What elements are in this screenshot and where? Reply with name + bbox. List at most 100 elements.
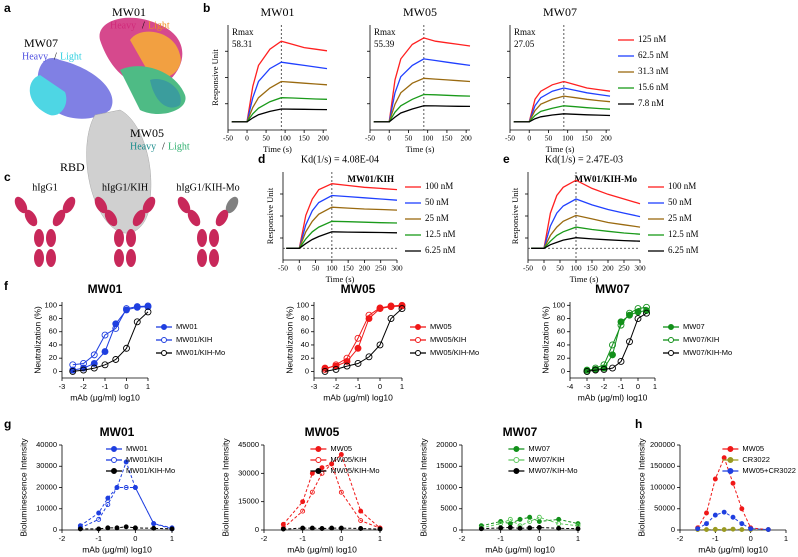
data-point <box>609 364 616 372</box>
antibody-domain <box>52 209 66 227</box>
data-point <box>704 521 709 527</box>
panel-label: b <box>203 1 210 15</box>
y-tick-label: 60 <box>49 327 57 336</box>
fit-line <box>80 487 173 530</box>
legend-marker <box>111 457 117 463</box>
data-point <box>358 508 364 514</box>
legend-marker <box>513 446 520 452</box>
data-point <box>105 502 111 507</box>
chart: -2 -1 0 1 0 10000 20000 30000 40000 MW01 mAb (μg/m… <box>18 425 175 554</box>
series-line <box>513 87 611 123</box>
x-tick-label: 150 <box>586 264 598 273</box>
data-point <box>300 499 306 505</box>
data-point <box>527 525 533 531</box>
series-line <box>373 37 471 123</box>
data-point <box>309 470 315 476</box>
data-point <box>90 364 98 372</box>
annotation: 27.05 <box>514 39 535 49</box>
structure-label: Heavy <box>110 20 136 31</box>
antibody-domain <box>94 196 108 214</box>
legend-label: 7.8 nM <box>638 98 664 108</box>
series-line <box>513 113 611 123</box>
x-axis-label: mAb (μg/ml) log10 <box>82 544 152 554</box>
x-tick-label: 0 <box>297 264 301 273</box>
data-point <box>739 527 745 533</box>
x-tick-label: -1 <box>102 382 109 391</box>
panel-label: c <box>4 170 11 184</box>
legend-label: MW01/KIH <box>126 455 162 464</box>
x-tick-label: 250 <box>618 264 630 273</box>
y-tick-label: 10000 <box>36 504 57 513</box>
fit-line <box>72 305 149 366</box>
data-point <box>626 311 633 319</box>
data-point <box>365 353 373 361</box>
x-tick-label: -1 <box>299 534 306 543</box>
x-tick-label: -2 <box>601 382 608 391</box>
data-point <box>358 526 364 531</box>
legend-label: MW05 <box>330 444 352 453</box>
x-tick-label: 50 <box>262 134 270 143</box>
data-point <box>765 527 771 533</box>
legend-label: 100 nM <box>425 181 453 191</box>
legend-marker <box>513 457 520 463</box>
fit-line <box>697 456 769 531</box>
legend-marker <box>727 457 734 463</box>
data-point <box>123 524 129 530</box>
data-point <box>376 304 384 312</box>
x-tick-label: 100 <box>326 264 338 273</box>
legend-label: MW01/KIH-Mo <box>126 466 175 475</box>
x-axis-label: mAb (μg/ml) log10 <box>578 392 648 402</box>
legend-label: 100 nM <box>668 181 696 191</box>
x-tick-label: 100 <box>279 134 291 143</box>
structure-label: Light <box>168 141 190 152</box>
structure-label: Light <box>60 51 82 62</box>
data-point <box>123 485 129 490</box>
legend-marker <box>727 446 734 452</box>
antibody-domain <box>114 249 124 267</box>
chart-title: MW07 <box>503 425 538 439</box>
data-point <box>527 514 533 520</box>
data-point <box>592 364 599 372</box>
x-tick-label: 50 <box>405 134 413 143</box>
data-point <box>332 361 340 369</box>
annotation: 58.31 <box>232 39 252 49</box>
panel-label: h <box>635 417 642 431</box>
series-line <box>531 237 641 249</box>
x-tick-label: 0 <box>245 134 249 143</box>
fit-line <box>282 462 381 529</box>
x-axis-label: Time (s) <box>546 144 575 154</box>
y-tick-label: 40000 <box>36 440 57 449</box>
chart-title: MW05 <box>305 425 340 439</box>
chart: -50 0 50 100 150 200 250 300 Kd(1/s) = 4.08E-04 T… <box>265 154 456 284</box>
data-point <box>617 358 625 365</box>
legend-label: 12.5 nM <box>668 229 699 239</box>
x-tick-label: 150 <box>343 264 355 273</box>
legend-label: MW05/KIH-Mo <box>330 466 379 475</box>
y-tick-label: 0 <box>671 525 675 534</box>
antibody-domain <box>132 209 146 227</box>
panel-label: d <box>258 152 265 166</box>
series-line <box>231 108 328 123</box>
data-point <box>556 521 562 527</box>
data-point <box>112 356 120 363</box>
x-tick-label: -1 <box>95 534 102 543</box>
y-tick-label: 20 <box>557 353 565 362</box>
fit-line <box>80 460 173 529</box>
data-point <box>517 525 523 531</box>
x-axis-label: mAb (μg/ml) log10 <box>698 544 768 554</box>
y-tick-label: 20 <box>49 353 57 362</box>
data-point <box>90 351 98 359</box>
y-tick-label: 0 <box>53 366 57 375</box>
x-axis-label: mAb (μg/ml) log10 <box>485 544 555 554</box>
x-tick-label: 0 <box>387 134 391 143</box>
format-label: hIgG1 <box>32 182 58 193</box>
legend-label: MW07 <box>528 444 550 453</box>
x-axis-label: Time (s) <box>263 144 292 154</box>
y-tick-label: 200000 <box>650 440 675 449</box>
data-point <box>600 361 608 369</box>
chart-title: MW01 <box>261 5 295 19</box>
antibody-domain <box>46 249 56 267</box>
x-tick-label: 1 <box>400 382 404 391</box>
legend-label: 50 nM <box>425 197 449 207</box>
